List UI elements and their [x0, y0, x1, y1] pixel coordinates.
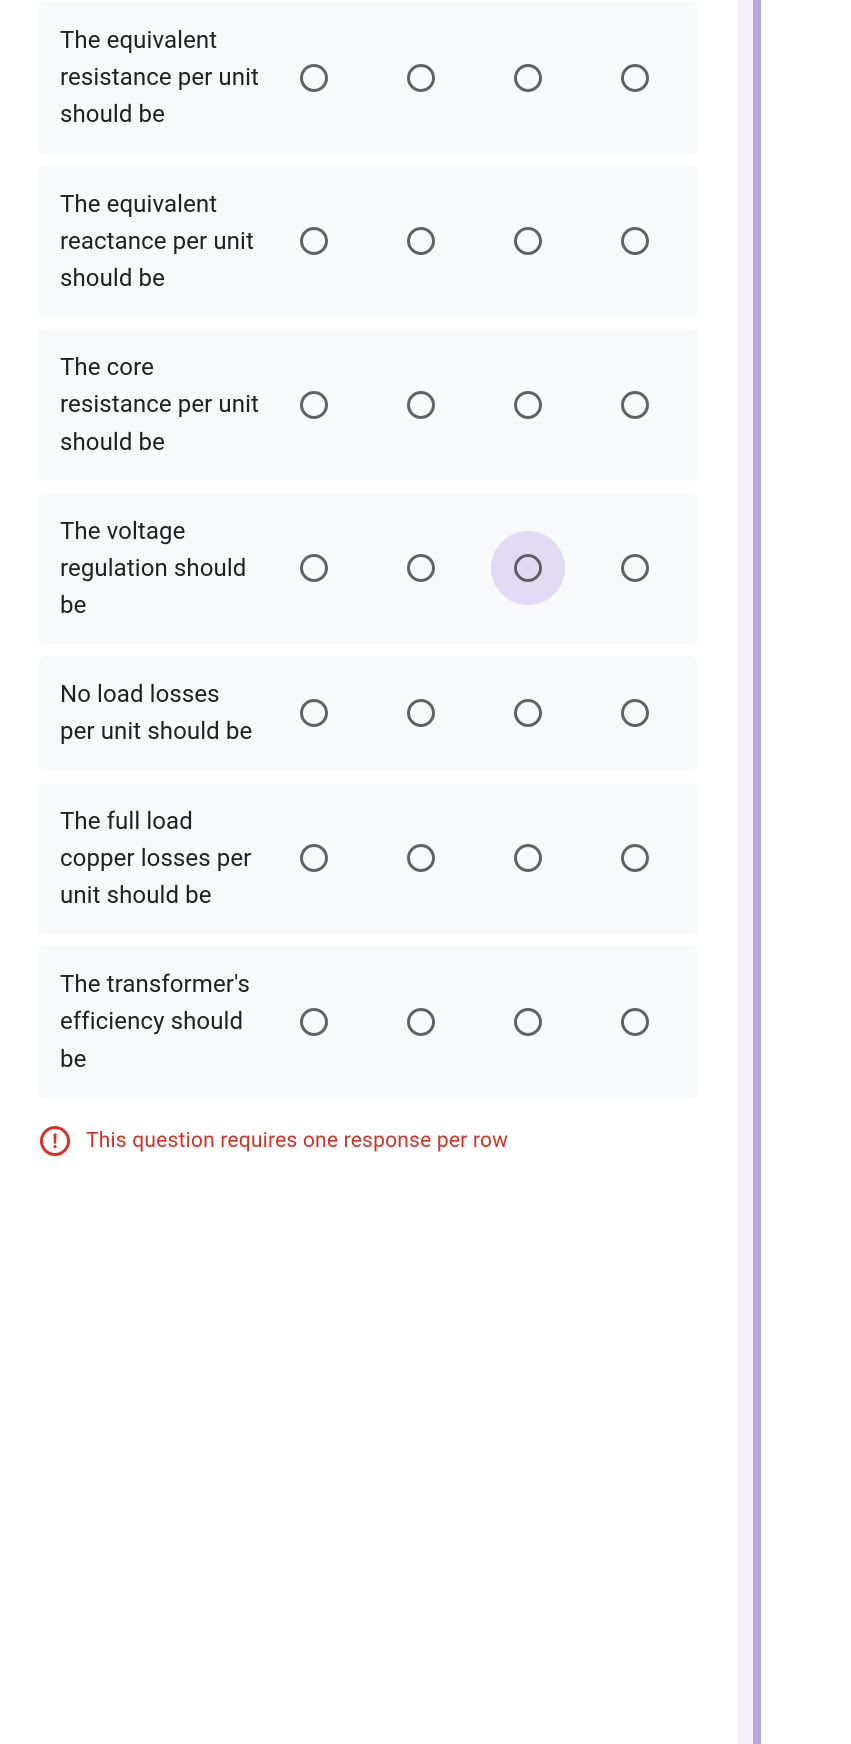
radio-option[interactable]	[284, 992, 344, 1052]
radio-circle-icon	[514, 699, 542, 727]
row-label: The equivalent resistance per unit shoul…	[60, 22, 260, 134]
radio-option[interactable]	[391, 211, 451, 271]
radio-option[interactable]	[391, 48, 451, 108]
row-options	[260, 48, 688, 108]
radio-option[interactable]	[391, 538, 451, 598]
error-icon: !	[40, 1126, 70, 1156]
radio-circle-icon	[407, 227, 435, 255]
grid-row: The full load copper losses per unit sho…	[38, 783, 698, 935]
radio-circle-icon	[300, 391, 328, 419]
radio-circle-icon	[407, 699, 435, 727]
radio-circle-icon	[300, 844, 328, 872]
row-label: The equivalent reactance per unit should…	[60, 186, 260, 298]
radio-circle-icon	[407, 554, 435, 582]
row-options	[260, 211, 688, 271]
radio-circle-icon	[621, 1008, 649, 1036]
radio-option[interactable]	[605, 683, 665, 743]
radio-circle-icon	[407, 391, 435, 419]
radio-option[interactable]	[284, 211, 344, 271]
row-label: No load losses per unit should be	[60, 676, 260, 750]
grid-row: The voltage regulation should be	[38, 493, 698, 645]
radio-option[interactable]	[391, 683, 451, 743]
radio-circle-icon	[300, 1008, 328, 1036]
row-label: The core resistance per unit should be	[60, 349, 260, 461]
grid-row: The equivalent reactance per unit should…	[38, 166, 698, 318]
grid-row: The transformer's efficiency should be	[38, 946, 698, 1098]
radio-circle-icon	[621, 554, 649, 582]
radio-option[interactable]	[284, 538, 344, 598]
grid-row: The core resistance per unit should be	[38, 329, 698, 481]
radio-option[interactable]	[284, 683, 344, 743]
card-right-edge-accent	[753, 0, 761, 1744]
radio-circle-icon	[300, 227, 328, 255]
grid-row: The equivalent resistance per unit shoul…	[38, 2, 698, 154]
radio-circle-icon	[407, 844, 435, 872]
radio-option[interactable]	[605, 828, 665, 888]
grid-row: No load losses per unit should be	[38, 656, 698, 770]
row-label: The voltage regulation should be	[60, 513, 260, 625]
radio-option[interactable]	[605, 48, 665, 108]
radio-option[interactable]	[605, 992, 665, 1052]
radio-circle-icon	[514, 554, 542, 582]
question-grid: The equivalent resistance per unit shoul…	[38, 2, 698, 1156]
radio-option[interactable]	[391, 992, 451, 1052]
error-message: This question requires one response per …	[86, 1129, 508, 1153]
row-options	[260, 375, 688, 435]
radio-option[interactable]	[498, 828, 558, 888]
radio-option[interactable]	[391, 828, 451, 888]
radio-circle-icon	[300, 64, 328, 92]
row-options	[260, 683, 688, 743]
radio-option[interactable]	[498, 538, 558, 598]
radio-circle-icon	[514, 391, 542, 419]
radio-circle-icon	[407, 64, 435, 92]
row-options	[260, 992, 688, 1052]
radio-option[interactable]	[284, 375, 344, 435]
radio-option[interactable]	[605, 211, 665, 271]
radio-option[interactable]	[605, 538, 665, 598]
error-icon-glyph: !	[52, 1131, 57, 1151]
radio-circle-icon	[407, 1008, 435, 1036]
radio-option[interactable]	[498, 48, 558, 108]
radio-circle-icon	[621, 391, 649, 419]
radio-option[interactable]	[498, 683, 558, 743]
radio-circle-icon	[621, 227, 649, 255]
radio-option[interactable]	[498, 992, 558, 1052]
radio-circle-icon	[514, 64, 542, 92]
row-label: The transformer's efficiency should be	[60, 966, 260, 1078]
radio-circle-icon	[621, 844, 649, 872]
card-right-edge-tint	[737, 0, 753, 1744]
radio-option[interactable]	[391, 375, 451, 435]
validation-error: ! This question requires one response pe…	[38, 1126, 698, 1156]
radio-option[interactable]	[284, 48, 344, 108]
radio-circle-icon	[514, 844, 542, 872]
radio-circle-icon	[300, 699, 328, 727]
radio-circle-icon	[621, 64, 649, 92]
radio-option[interactable]	[498, 211, 558, 271]
radio-option[interactable]	[605, 375, 665, 435]
radio-circle-icon	[514, 1008, 542, 1036]
radio-circle-icon	[300, 554, 328, 582]
row-options	[260, 538, 688, 598]
radio-option[interactable]	[498, 375, 558, 435]
radio-circle-icon	[514, 227, 542, 255]
radio-circle-icon	[621, 699, 649, 727]
row-label: The full load copper losses per unit sho…	[60, 803, 260, 915]
radio-option[interactable]	[284, 828, 344, 888]
row-options	[260, 828, 688, 888]
